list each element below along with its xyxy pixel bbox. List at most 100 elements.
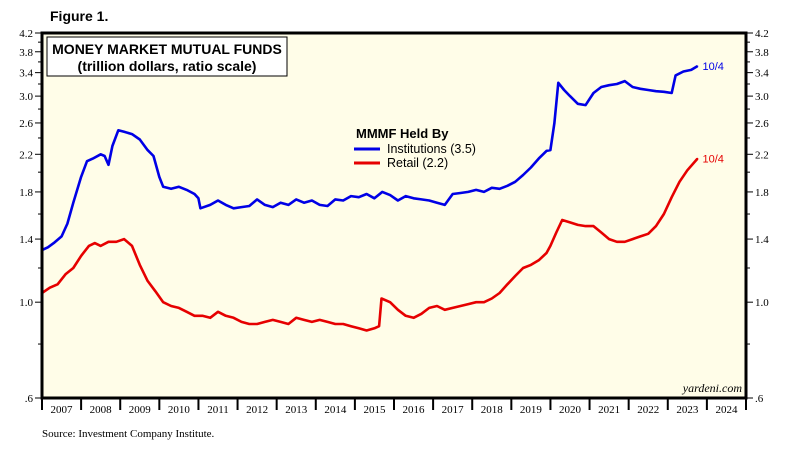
data-point-institutions	[549, 149, 552, 151]
axes-layer: 4.2 4.2 3.8 3.8 3.4 3.4 3.0 3.0 2.6 2.6 2.2 2.2 1.8 1…	[19, 28, 769, 416]
data-point-retail	[420, 312, 423, 315]
data-point-institutions	[358, 196, 360, 199]
x-tick-label: 2007	[51, 404, 74, 416]
data-point-retail	[107, 240, 110, 243]
x-tick-label: 2014	[324, 404, 347, 416]
y-tick-label-left: 1.8	[19, 187, 33, 199]
data-point-retail	[373, 327, 376, 330]
data-point-institutions	[498, 188, 501, 190]
x-tick-label: 2017	[442, 404, 465, 416]
data-point-retail	[64, 273, 67, 276]
data-point-institutions	[436, 201, 438, 204]
data-point-retail	[240, 321, 243, 323]
data-point-institutions	[475, 189, 477, 191]
data-point-retail	[600, 231, 603, 234]
data-point-institutions	[623, 80, 626, 82]
data-point-institutions	[490, 187, 493, 189]
data-point-institutions	[217, 199, 219, 202]
data-point-institutions	[639, 87, 642, 90]
data-point-institutions	[674, 74, 677, 77]
data-point-institutions	[80, 176, 82, 178]
x-tick-label: 2016	[403, 404, 426, 416]
data-point-institutions	[569, 95, 571, 97]
data-point-retail	[555, 231, 558, 234]
data-point-institutions	[537, 157, 540, 160]
data-point-institutions	[158, 176, 161, 178]
data-point-retail	[389, 301, 391, 303]
data-point-institutions	[577, 102, 579, 105]
data-point-institutions	[303, 201, 305, 204]
data-point-retail	[506, 283, 509, 286]
data-point-institutions	[342, 199, 344, 202]
data-point-retail	[264, 321, 266, 323]
data-point-institutions	[131, 133, 133, 135]
data-point-institutions	[225, 204, 227, 206]
data-point-retail	[201, 314, 204, 317]
x-tick-label: 2009	[129, 404, 152, 416]
y-tick-label-right: 1.0	[755, 297, 769, 309]
legend-label-institutions: Institutions (3.5)	[387, 142, 476, 156]
data-point-retail	[498, 292, 501, 294]
data-point-retail	[380, 297, 383, 300]
chart-subtitle: (trillion dollars, ratio scale)	[78, 58, 257, 74]
watermark: yardeni.com	[682, 381, 743, 395]
data-point-retail	[459, 305, 462, 307]
data-point-retail	[217, 311, 219, 313]
data-point-retail	[248, 323, 251, 325]
data-point-institutions	[334, 198, 337, 201]
x-tick-label: 2024	[715, 404, 738, 416]
data-point-retail	[561, 219, 563, 221]
data-point-retail	[584, 225, 587, 227]
y-tick-label-right: 3.8	[755, 47, 769, 59]
y-tick-label-left: 3.4	[19, 68, 33, 80]
legend: MMMF Held By Institutions (3.5) Retail (…	[354, 126, 476, 170]
data-point-retail	[639, 235, 642, 238]
data-point-retail	[271, 319, 274, 321]
data-point-retail	[577, 224, 579, 226]
data-point-retail	[295, 317, 298, 319]
data-point-institutions	[103, 155, 106, 157]
data-point-retail	[436, 305, 438, 307]
data-point-retail	[467, 303, 470, 305]
x-tick-label: 2015	[363, 404, 386, 416]
data-point-retail	[696, 157, 699, 160]
data-point-institutions	[117, 129, 120, 132]
data-point-retail	[686, 169, 689, 172]
data-point-retail	[569, 221, 571, 224]
data-point-retail	[350, 325, 352, 327]
data-point-institutions	[295, 198, 298, 201]
data-point-retail	[88, 245, 90, 247]
x-tick-label: 2021	[598, 404, 620, 416]
data-point-retail	[514, 275, 517, 277]
x-tick-label: 2019	[520, 404, 543, 416]
data-point-institutions	[412, 197, 415, 200]
data-point-institutions	[631, 86, 634, 88]
data-point-institutions	[365, 193, 368, 195]
data-point-retail	[94, 242, 96, 244]
data-point-retail	[131, 245, 133, 247]
data-point-institutions	[616, 83, 618, 85]
data-point-institutions	[670, 92, 673, 94]
data-point-institutions	[467, 191, 470, 193]
data-point-institutions	[326, 205, 329, 207]
data-point-retail	[475, 301, 477, 303]
data-point-institutions	[287, 204, 290, 206]
data-point-retail	[549, 245, 552, 247]
data-point-institutions	[47, 246, 49, 249]
data-point-institutions	[459, 192, 462, 194]
data-point-institutions	[123, 131, 125, 133]
data-point-retail	[99, 245, 102, 247]
data-point-retail	[146, 280, 149, 282]
data-point-retail	[444, 309, 446, 311]
data-point-retail	[311, 321, 313, 323]
data-point-institutions	[404, 195, 407, 197]
x-tick-label: 2022	[637, 404, 659, 416]
data-point-institutions	[178, 185, 180, 188]
series-layer: 10/4 10/4	[41, 61, 724, 332]
y-tick-label-right: .6	[755, 393, 764, 405]
data-point-retail	[358, 327, 360, 330]
data-point-institutions	[264, 204, 266, 206]
data-point-institutions	[530, 166, 532, 169]
data-point-institutions	[682, 70, 685, 73]
data-point-institutions	[655, 90, 657, 92]
